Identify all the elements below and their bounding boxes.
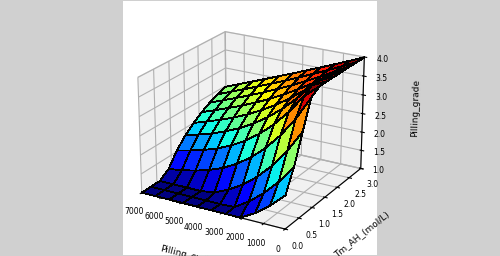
Y-axis label: Tm_AH_(mol/L): Tm_AH_(mol/L) xyxy=(332,210,390,256)
X-axis label: Pilling_cycles: Pilling_cycles xyxy=(159,244,219,256)
